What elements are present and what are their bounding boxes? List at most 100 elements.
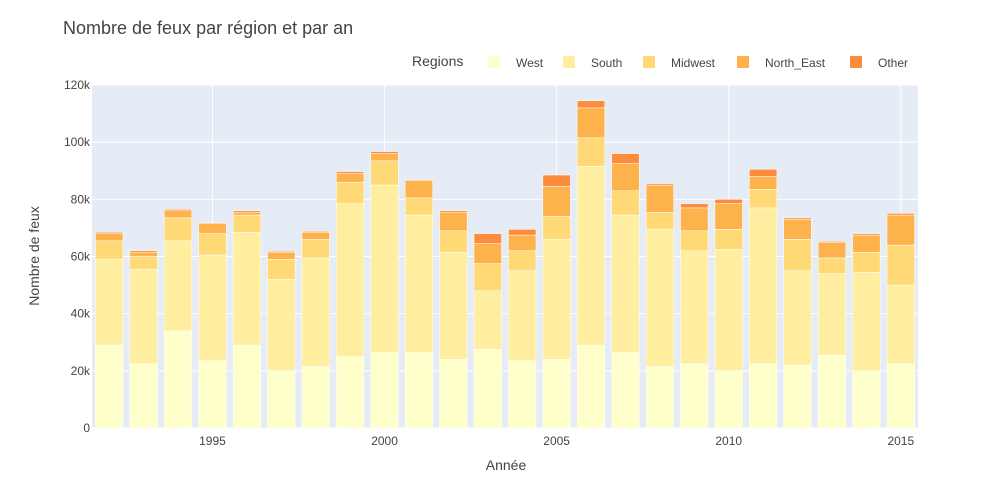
- bar-north-east: [404, 180, 433, 199]
- bar-other: [95, 231, 124, 234]
- x-tick-label: 2005: [543, 434, 570, 448]
- bar-other: [129, 250, 158, 253]
- bar-other: [508, 229, 537, 236]
- bar-west: [645, 366, 674, 429]
- bar-south: [336, 203, 365, 357]
- legend: Regions West South Midwest North_East Other: [412, 53, 908, 70]
- bar-other: [886, 213, 915, 216]
- bar-west: [886, 363, 915, 429]
- bar-south: [542, 239, 571, 360]
- bar-other: [336, 171, 365, 174]
- bars: [95, 100, 915, 429]
- bar-west: [473, 349, 502, 429]
- bar-other: [301, 231, 330, 233]
- bar-west: [439, 359, 468, 429]
- x-tick-label: 2010: [715, 434, 742, 448]
- legend-item[interactable]: South: [563, 56, 622, 70]
- bar-south: [198, 254, 227, 362]
- bar-west: [783, 364, 812, 429]
- legend-swatch: [488, 56, 500, 68]
- x-axis-title: Année: [486, 457, 527, 473]
- legend-item[interactable]: West: [488, 56, 544, 70]
- legend-item[interactable]: North_East: [737, 56, 826, 70]
- bar-other: [749, 169, 778, 177]
- bar-midwest: [267, 259, 296, 280]
- bar-midwest: [749, 189, 778, 209]
- bar-south: [370, 184, 399, 353]
- bar-west: [817, 354, 846, 429]
- legend-swatch: [643, 56, 655, 68]
- bar-other: [370, 151, 399, 154]
- bar-west: [749, 363, 778, 429]
- legend-label: South: [591, 56, 622, 70]
- bar-midwest: [95, 240, 124, 260]
- bar-west: [852, 370, 881, 429]
- bar-midwest: [542, 216, 571, 240]
- legend-swatch: [737, 56, 749, 68]
- bar-south: [749, 207, 778, 364]
- bar-north-east: [542, 186, 571, 217]
- legend-item[interactable]: Midwest: [643, 56, 716, 70]
- bar-midwest: [164, 217, 193, 242]
- bar-midwest: [301, 239, 330, 259]
- bar-midwest: [852, 251, 881, 273]
- bar-north-east: [232, 211, 261, 216]
- legend-label: West: [516, 56, 544, 70]
- bar-south: [577, 166, 606, 346]
- bar-north-east: [473, 243, 502, 264]
- bar-midwest: [439, 230, 468, 253]
- legend-label: Other: [878, 56, 908, 70]
- bar-west: [680, 363, 709, 429]
- legend-item[interactable]: Other: [850, 56, 908, 70]
- bar-north-east: [336, 173, 365, 183]
- bar-west: [301, 366, 330, 429]
- bar-midwest: [336, 181, 365, 204]
- bar-midwest: [783, 239, 812, 272]
- bar-north-east: [749, 176, 778, 190]
- bar-midwest: [611, 190, 640, 216]
- bar-south: [852, 271, 881, 372]
- bar-other: [680, 203, 709, 209]
- bar-south: [473, 290, 502, 350]
- bar-north-east: [714, 203, 743, 230]
- bar-north-east: [439, 211, 468, 232]
- bar-west: [542, 359, 571, 429]
- bar-other: [542, 174, 571, 187]
- bar-west: [267, 370, 296, 429]
- bar-south: [164, 240, 193, 332]
- bar-north-east: [577, 107, 606, 139]
- bar-south: [714, 249, 743, 372]
- bar-midwest: [473, 263, 502, 292]
- bar-other: [439, 210, 468, 213]
- bar-north-east: [370, 153, 399, 161]
- bar-west: [164, 330, 193, 429]
- bar-west: [714, 370, 743, 429]
- bar-midwest: [680, 230, 709, 252]
- legend-label: North_East: [765, 56, 826, 70]
- bar-north-east: [95, 233, 124, 242]
- bar-other: [577, 100, 606, 109]
- x-tick-label: 2015: [887, 434, 914, 448]
- bar-west: [404, 352, 433, 429]
- legend-title: Regions: [412, 53, 463, 69]
- bar-midwest: [645, 211, 674, 230]
- bar-north-east: [508, 234, 537, 252]
- y-tick-label: 120k: [64, 78, 91, 92]
- bar-west: [232, 344, 261, 429]
- y-tick-label: 60k: [71, 250, 91, 264]
- y-tick-label: 20k: [71, 364, 91, 378]
- legend-label: Midwest: [671, 56, 716, 70]
- bar-south: [611, 214, 640, 353]
- y-tick-label: 0: [83, 421, 90, 435]
- bar-west: [198, 360, 227, 429]
- bar-other: [817, 241, 846, 243]
- bar-other: [267, 251, 296, 253]
- chart-title: Nombre de feux par région et par an: [63, 18, 353, 38]
- bar-west: [370, 352, 399, 429]
- bar-south: [95, 259, 124, 346]
- bar-south: [886, 284, 915, 364]
- bar-south: [404, 214, 433, 353]
- bar-midwest: [404, 197, 433, 216]
- y-axis-title: Nombre de feux: [26, 206, 42, 306]
